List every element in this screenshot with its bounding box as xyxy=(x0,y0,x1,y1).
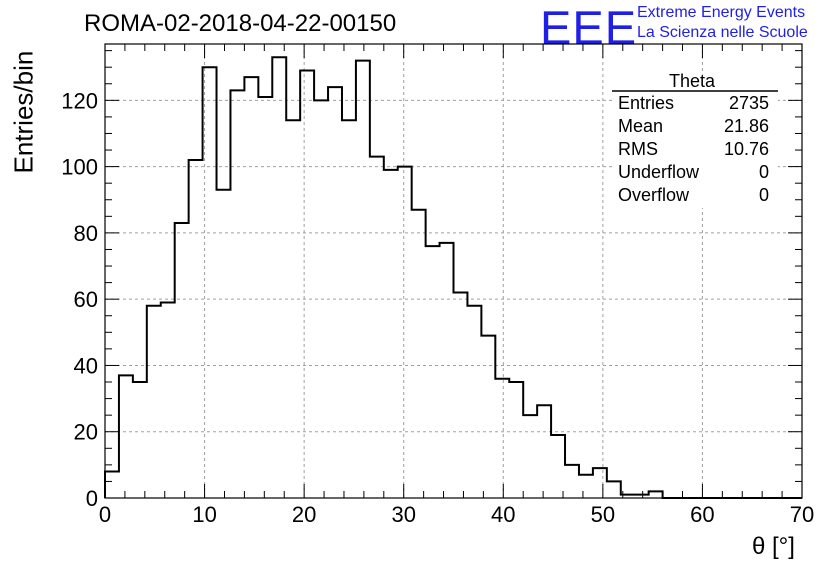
logo-line-2: La Scienza nelle Scuole xyxy=(637,24,808,41)
run-title: ROMA-02-2018-04-22-00150 xyxy=(84,10,397,37)
x-tick-label: 20 xyxy=(292,502,316,527)
histogram-bin xyxy=(342,120,356,498)
histogram-bin xyxy=(161,302,175,498)
stats-box-bg xyxy=(612,74,778,208)
stats-row-label: Entries xyxy=(618,93,674,113)
axes-frame xyxy=(104,43,803,499)
histogram-bin xyxy=(398,167,412,498)
histogram-bin xyxy=(551,435,565,498)
grid-lines xyxy=(105,44,802,498)
y-tick-label: 20 xyxy=(74,420,98,445)
histogram-bins xyxy=(104,56,802,499)
histogram-outline xyxy=(104,56,802,499)
x-tick-label: 40 xyxy=(491,502,515,527)
histogram-bin xyxy=(565,465,579,498)
histogram-bin xyxy=(481,336,495,498)
histogram-bin xyxy=(244,77,258,498)
stats-row-value: 2735 xyxy=(729,93,769,113)
histogram-bin xyxy=(272,57,286,498)
x-tick-label: 70 xyxy=(790,502,814,527)
histogram-bin xyxy=(523,415,537,498)
histogram-bin xyxy=(286,120,300,498)
histogram-bin xyxy=(105,471,119,498)
stats-row-value: 0 xyxy=(759,185,769,205)
y-tick-label: 100 xyxy=(61,155,98,180)
histogram-bin xyxy=(175,223,189,498)
histogram-bin xyxy=(119,375,133,498)
histogram-bin xyxy=(495,379,509,498)
tick-labels: 0 10 20 30 40 50 60 70 0 20 40 60 80 100 120 xyxy=(61,88,814,527)
stats-row-value: 0 xyxy=(759,162,769,182)
histogram-bin xyxy=(412,210,426,498)
stats-row-label: RMS xyxy=(618,139,658,159)
histogram-bin xyxy=(440,243,454,498)
x-tick-label: 10 xyxy=(192,502,216,527)
histogram-bin xyxy=(203,67,217,498)
histogram-bin xyxy=(356,61,370,498)
histogram-bin xyxy=(509,382,523,498)
histogram-bin xyxy=(579,475,593,498)
plot-frame xyxy=(104,43,803,499)
stats-row-value: 21.86 xyxy=(724,116,769,136)
histogram-bin xyxy=(384,170,398,498)
histogram-bin xyxy=(328,87,342,498)
histogram-bin xyxy=(593,468,607,498)
x-tick-label: 60 xyxy=(690,502,714,527)
histogram-bin xyxy=(467,306,481,498)
histogram-bin xyxy=(635,495,649,498)
x-tick-label: 0 xyxy=(99,502,111,527)
y-tick-label: 40 xyxy=(74,353,98,378)
axis-ticks xyxy=(104,44,803,499)
x-tick-label: 50 xyxy=(591,502,615,527)
logo-line-1: Extreme Energy Events xyxy=(637,4,806,21)
stats-title: Theta xyxy=(669,71,716,91)
y-tick-label: 0 xyxy=(86,486,98,511)
histogram-bin xyxy=(649,491,663,498)
histogram-bin xyxy=(230,90,244,498)
stats-row-value: 10.76 xyxy=(724,139,769,159)
histogram-bin xyxy=(426,246,440,498)
histogram-bin xyxy=(300,71,314,498)
x-tick-label: 30 xyxy=(391,502,415,527)
stats-row-label: Overflow xyxy=(618,185,690,205)
histogram-bin xyxy=(314,100,328,498)
histogram-bin xyxy=(133,382,147,498)
x-axis-label: θ [°] xyxy=(752,533,795,560)
histogram-bin xyxy=(454,293,468,498)
histogram-bin xyxy=(607,481,621,498)
histogram-bin xyxy=(217,190,231,498)
y-tick-label: 60 xyxy=(74,287,98,312)
histogram-bin xyxy=(537,405,551,498)
y-tick-label: 80 xyxy=(74,221,98,246)
stats-row-label: Mean xyxy=(618,116,663,136)
stats-row-label: Underflow xyxy=(618,162,700,182)
eee-logo: EEE xyxy=(540,1,638,54)
histogram-bin xyxy=(370,157,384,498)
histogram-bin xyxy=(147,306,161,498)
histogram-bin xyxy=(258,97,272,498)
y-tick-label: 120 xyxy=(61,88,98,113)
histogram-bin xyxy=(189,160,203,498)
